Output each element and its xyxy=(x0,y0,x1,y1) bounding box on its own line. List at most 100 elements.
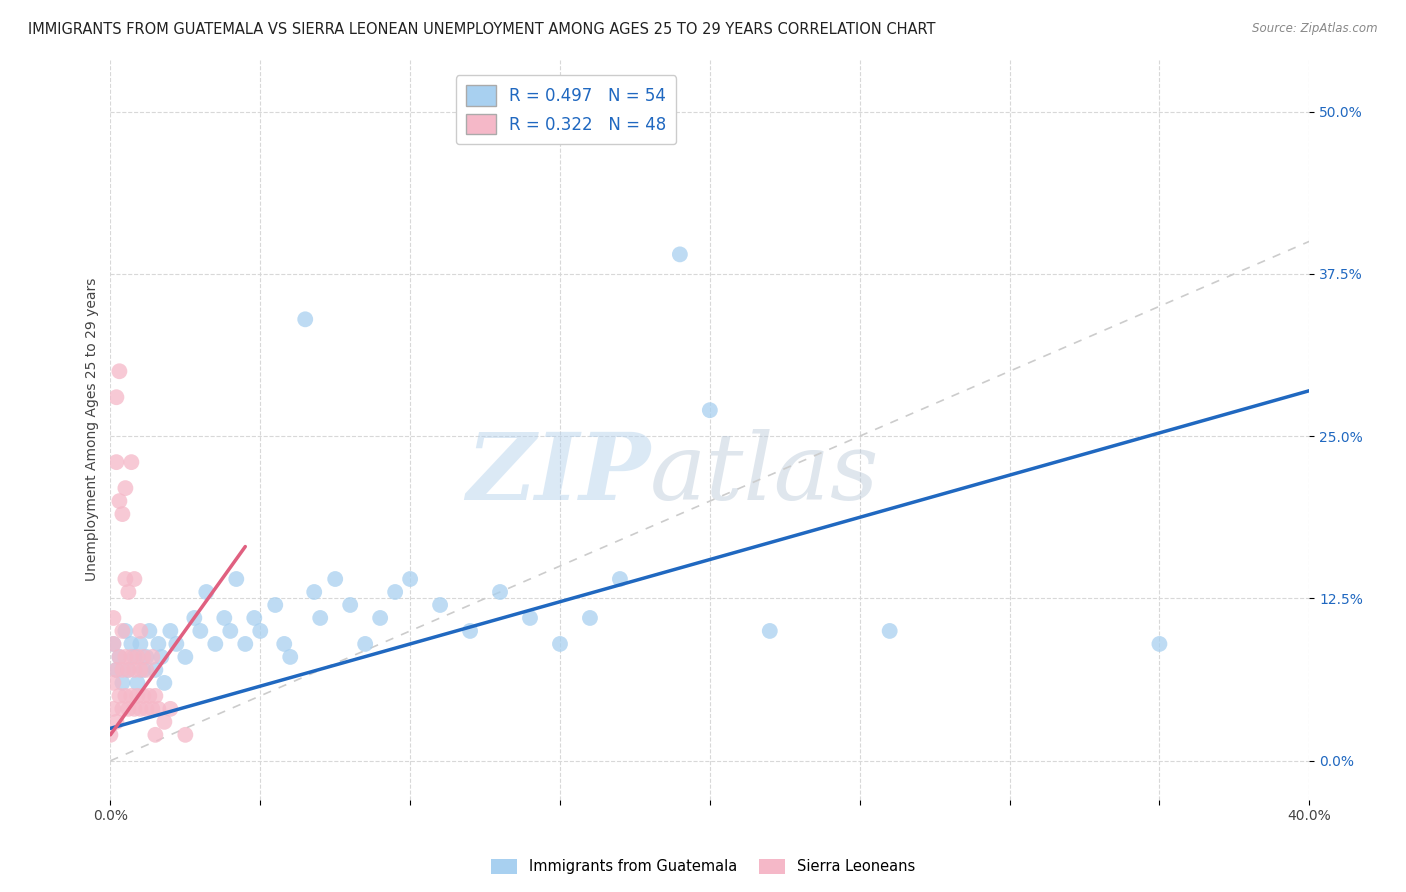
Point xyxy=(141,702,163,716)
Point xyxy=(117,702,139,716)
Point xyxy=(339,598,361,612)
Point xyxy=(120,689,142,703)
Point xyxy=(127,676,149,690)
Point xyxy=(117,663,139,677)
Point xyxy=(111,663,134,677)
Point xyxy=(309,611,332,625)
Point xyxy=(159,624,181,638)
Point xyxy=(129,624,152,638)
Point xyxy=(669,247,692,261)
Point xyxy=(114,624,136,638)
Point xyxy=(135,702,157,716)
Point xyxy=(100,728,122,742)
Point xyxy=(159,702,181,716)
Point xyxy=(129,637,152,651)
Point xyxy=(135,649,157,664)
Point xyxy=(105,663,128,677)
Text: ZIP: ZIP xyxy=(465,429,650,519)
Point xyxy=(120,455,142,469)
Legend: R = 0.497   N = 54, R = 0.322   N = 48: R = 0.497 N = 54, R = 0.322 N = 48 xyxy=(456,75,676,145)
Point xyxy=(108,649,131,664)
Point xyxy=(548,637,571,651)
Point xyxy=(117,585,139,599)
Point xyxy=(127,649,149,664)
Point xyxy=(273,637,295,651)
Point xyxy=(264,598,287,612)
Point xyxy=(108,364,131,378)
Point xyxy=(135,663,157,677)
Point xyxy=(124,663,146,677)
Point xyxy=(174,728,197,742)
Point xyxy=(1149,637,1171,651)
Point xyxy=(243,611,266,625)
Point xyxy=(609,572,631,586)
Point xyxy=(458,624,481,638)
Point xyxy=(129,702,152,716)
Point xyxy=(233,637,256,651)
Point xyxy=(114,572,136,586)
Point xyxy=(323,572,346,586)
Point xyxy=(145,663,167,677)
Text: atlas: atlas xyxy=(650,429,879,519)
Point xyxy=(219,624,242,638)
Point xyxy=(120,637,142,651)
Point xyxy=(225,572,247,586)
Point xyxy=(429,598,451,612)
Point xyxy=(114,689,136,703)
Text: IMMIGRANTS FROM GUATEMALA VS SIERRA LEONEAN UNEMPLOYMENT AMONG AGES 25 TO 29 YEA: IMMIGRANTS FROM GUATEMALA VS SIERRA LEON… xyxy=(28,22,935,37)
Point xyxy=(111,624,134,638)
Point xyxy=(153,714,176,729)
Point xyxy=(699,403,721,417)
Point xyxy=(138,689,160,703)
Point xyxy=(124,572,146,586)
Point xyxy=(105,714,128,729)
Point xyxy=(579,611,602,625)
Point xyxy=(519,611,541,625)
Point xyxy=(141,649,163,664)
Point xyxy=(117,663,139,677)
Text: Source: ZipAtlas.com: Source: ZipAtlas.com xyxy=(1253,22,1378,36)
Point xyxy=(132,649,155,664)
Point xyxy=(138,624,160,638)
Point xyxy=(103,637,125,651)
Point xyxy=(214,611,236,625)
Point xyxy=(108,494,131,508)
Point xyxy=(302,585,325,599)
Point xyxy=(183,611,205,625)
Point xyxy=(204,637,226,651)
Point xyxy=(174,649,197,664)
Point xyxy=(105,663,128,677)
Point xyxy=(111,507,134,521)
Point xyxy=(132,663,155,677)
Point xyxy=(108,649,131,664)
Point xyxy=(384,585,406,599)
Point xyxy=(127,689,149,703)
Point xyxy=(105,455,128,469)
Point xyxy=(489,585,512,599)
Point xyxy=(294,312,316,326)
Point xyxy=(188,624,211,638)
Point xyxy=(354,637,377,651)
Point xyxy=(153,676,176,690)
Point xyxy=(249,624,271,638)
Point xyxy=(368,611,391,625)
Point xyxy=(145,689,167,703)
Point xyxy=(108,689,131,703)
Legend: Immigrants from Guatemala, Sierra Leoneans: Immigrants from Guatemala, Sierra Leonea… xyxy=(485,853,921,880)
Point xyxy=(111,702,134,716)
Point xyxy=(132,689,155,703)
Point xyxy=(114,481,136,495)
Point xyxy=(759,624,782,638)
Point xyxy=(399,572,422,586)
Point xyxy=(124,702,146,716)
Point xyxy=(195,585,218,599)
Point xyxy=(120,649,142,664)
Point xyxy=(114,649,136,664)
Point xyxy=(111,676,134,690)
Y-axis label: Unemployment Among Ages 25 to 29 years: Unemployment Among Ages 25 to 29 years xyxy=(86,278,100,582)
Point xyxy=(879,624,901,638)
Point xyxy=(148,637,170,651)
Point xyxy=(103,611,125,625)
Point xyxy=(278,649,301,664)
Point xyxy=(105,390,128,404)
